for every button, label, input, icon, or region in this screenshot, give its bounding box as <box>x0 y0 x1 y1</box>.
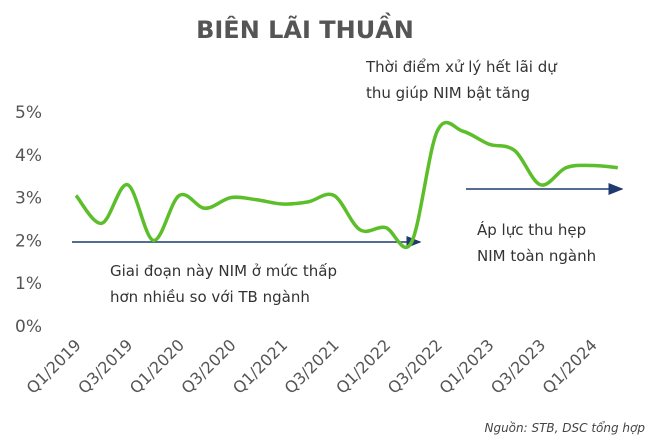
x-tick-label: Q1/2023 <box>435 335 497 397</box>
x-tick-label: Q3/2020 <box>177 335 239 397</box>
annotation: thu giúp NIM bật tăng <box>366 84 530 102</box>
x-tick-label: Q3/2022 <box>384 335 446 397</box>
annotation: Giai đoạn này NIM ở mức thấp <box>110 262 337 280</box>
y-tick-label: 0% <box>15 317 42 337</box>
x-tick-label: Q3/2023 <box>487 335 549 397</box>
x-tick-label: Q1/2020 <box>126 335 188 397</box>
y-tick-label: 3% <box>15 189 42 209</box>
x-tick-label: Q3/2019 <box>74 335 136 397</box>
annotation: Thời điểm xử lý hết lãi dự <box>365 58 558 76</box>
x-tick-label: Q1/2019 <box>23 335 85 397</box>
x-tick-label: Q1/2022 <box>332 335 394 397</box>
annotation: Áp lực thu hẹp <box>477 220 586 239</box>
y-tick-label: 2% <box>15 231 42 251</box>
y-tick-label: 5% <box>15 103 42 123</box>
line <box>74 120 618 250</box>
source: Nguồn: STB, DSC tổng hợp <box>484 421 645 435</box>
annotation: NIM toàn ngành <box>477 247 596 265</box>
x-tick-label: Q1/2021 <box>229 335 291 397</box>
y-tick-label: 4% <box>15 146 42 166</box>
y-tick-label: 1% <box>15 274 42 294</box>
x-tick-label: Q1/2024 <box>539 335 601 397</box>
x-tick-label: Q3/2021 <box>281 335 343 397</box>
annotation: hơn nhiều so với TB ngành <box>110 288 310 306</box>
chart-title: BIÊN LÃI THUẦN <box>196 11 414 44</box>
